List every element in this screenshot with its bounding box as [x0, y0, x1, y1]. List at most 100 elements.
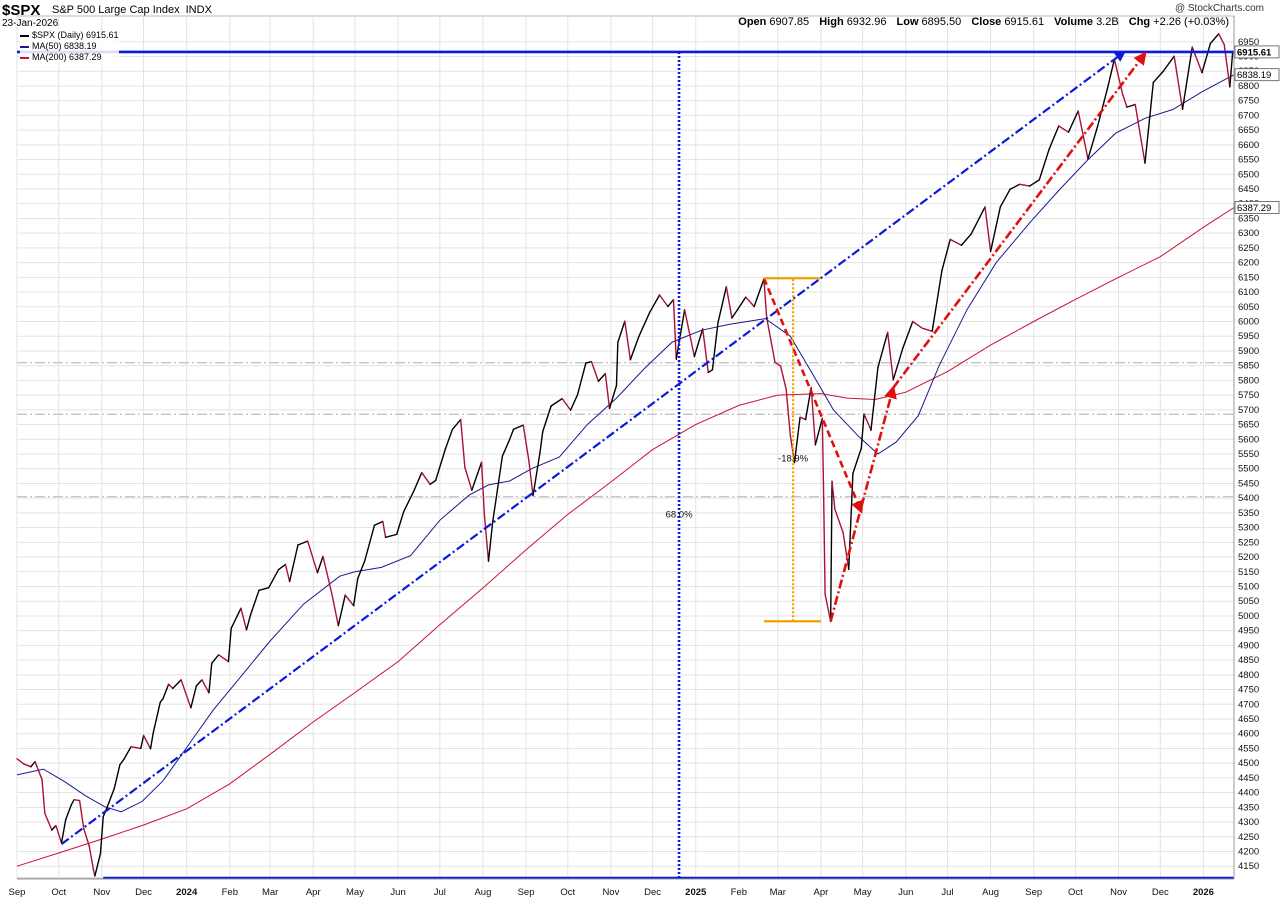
price-segment [142, 734, 152, 750]
x-tick-label: 2025 [685, 887, 707, 898]
price-segment [604, 372, 611, 410]
x-tick-label: Dec [135, 887, 152, 898]
stockcharts-watermark[interactable]: @ StockCharts.com [1174, 3, 1264, 14]
price-segment [863, 413, 872, 431]
price-segment [245, 613, 252, 631]
trend-annotations: 68.0% -18.9% [17, 50, 1234, 880]
price-segment [1122, 93, 1128, 108]
price-segment [306, 540, 319, 574]
price-segment [1096, 87, 1109, 127]
y-tick-label: 4600 [1238, 729, 1259, 740]
price-segment [297, 540, 309, 546]
price-segment [960, 233, 972, 246]
price-segment [167, 683, 174, 690]
price-segment [357, 560, 366, 580]
price-segment [402, 491, 415, 513]
price-segment [373, 520, 384, 526]
price-segment [870, 366, 879, 431]
x-tick-label: Nov [1110, 887, 1127, 898]
x-tick-label: Jun [898, 887, 913, 898]
price-segment [1058, 125, 1070, 133]
x-tick-label: 2026 [1193, 887, 1214, 898]
price-segment [550, 397, 563, 407]
price-segment [277, 563, 287, 571]
ticker-description: S&P 500 Large Cap Index INDX [52, 4, 218, 16]
price-segment [1038, 148, 1050, 181]
y-tick-label: 6100 [1238, 287, 1259, 298]
price-segment [108, 787, 116, 804]
x-tick-label: Apr [306, 887, 321, 898]
y-tick-label: 6750 [1238, 96, 1259, 107]
price-segment [821, 417, 825, 500]
price-tag-label: 6838.19 [1237, 70, 1271, 81]
price-tags: 6915.61 6838.19 6387.29 [1234, 45, 1280, 214]
high-value: 6932.96 [846, 16, 887, 28]
price-segment [501, 439, 511, 457]
price-segment [822, 498, 826, 595]
red-trend-arrow [829, 385, 897, 622]
price-segment [491, 455, 504, 523]
volume-label: Volume [1054, 16, 1094, 28]
y-tick-label: 6500 [1238, 169, 1259, 180]
high-label: High [819, 16, 844, 28]
x-tick-label: May [346, 887, 364, 898]
price-segment [382, 520, 387, 539]
price-segment [316, 555, 324, 574]
y-tick-label: 6000 [1238, 317, 1259, 328]
y-tick-label: 6700 [1238, 110, 1259, 121]
price-segment [384, 533, 398, 539]
price-tag-label: 6387.29 [1237, 203, 1271, 214]
y-tick-label: 4750 [1238, 685, 1259, 696]
price-segment [508, 428, 515, 441]
horizontal-reference-lines [17, 362, 1234, 498]
price-segment [1077, 110, 1089, 160]
ma50-line [16, 74, 1235, 813]
price-segment [429, 479, 437, 486]
price-segment [471, 461, 483, 491]
price-segment [44, 812, 53, 831]
price-segment [1087, 125, 1099, 160]
ticker-symbol: $SPX [2, 2, 41, 19]
x-tick-label: Aug [982, 887, 999, 898]
x-tick-label: Apr [814, 887, 829, 898]
price-segment [1067, 110, 1079, 133]
price-segment [73, 798, 81, 802]
x-tick-label: Dec [644, 887, 661, 898]
price-segment [480, 461, 486, 515]
price-segment [444, 428, 454, 450]
y-tick-label: 4900 [1238, 640, 1259, 651]
x-axis: Sep Oct Nov Dec 2024 Feb Mar Apr May Jun Jul Aug Sep… [9, 878, 1234, 898]
y-tick-label: 6250 [1238, 243, 1259, 254]
price-segment [745, 296, 755, 308]
price-segment [195, 679, 203, 687]
price-segment [459, 418, 466, 468]
legend-item-ma200[interactable]: MA(200) 6387.29 [20, 52, 119, 63]
ticker-exchange: INDX [185, 4, 212, 16]
price-segment [162, 683, 170, 700]
legend-item-ma50[interactable]: MA(50) 6838.19 [20, 41, 119, 52]
price-segment [130, 745, 142, 750]
price-segment [717, 286, 728, 324]
price-segment [337, 594, 346, 627]
price-segment [284, 563, 291, 583]
price-segment [829, 480, 833, 622]
price-segment [230, 607, 242, 630]
price-segment [83, 827, 91, 848]
ohlc-readout: Open 6907.85 High 6932.96 Low 6895.50 Close… [738, 16, 1236, 28]
x-tick-label: Oct [560, 887, 575, 898]
y-tick-label: 6350 [1238, 213, 1259, 224]
legend-item-price[interactable]: $SPX (Daily) 6915.61 [20, 30, 119, 41]
legend-label-ma200: MA(200) 6387.29 [32, 52, 102, 62]
price-segment [1019, 183, 1031, 187]
volume-value: 3.2B [1096, 16, 1119, 28]
y-tick-label: 5550 [1238, 449, 1259, 460]
y-tick-label: 5300 [1238, 523, 1259, 534]
price-segment [608, 384, 618, 410]
y-tick-label: 5100 [1238, 582, 1259, 593]
price-segment [576, 362, 587, 396]
price-segment [149, 731, 155, 750]
x-tick-label: Sep [1025, 887, 1042, 898]
price-segment [810, 386, 817, 446]
y-tick-label: 6600 [1238, 140, 1259, 151]
